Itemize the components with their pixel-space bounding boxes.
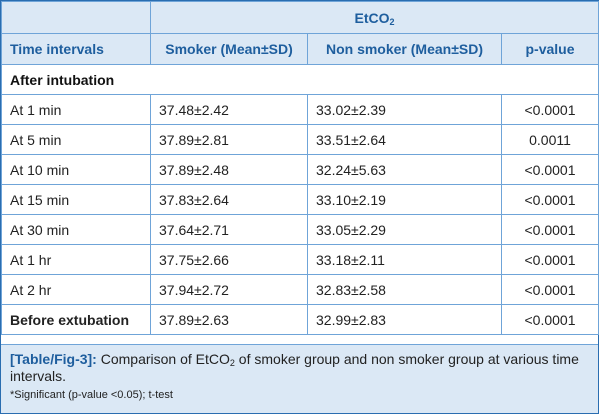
interval-cell: At 1 min xyxy=(1,94,151,125)
interval-cell: At 30 min xyxy=(1,214,151,245)
table-row: At 10 min 37.89±2.48 32.24±5.63 <0.0001 xyxy=(1,154,599,185)
p-value-cell: 0.0011 xyxy=(500,124,599,155)
p-value-cell: <0.0001 xyxy=(500,244,599,275)
caption-ref: [Table/Fig-3]: xyxy=(10,351,97,367)
header-row-columns: Time intervals Smoker (Mean±SD) Non smok… xyxy=(1,33,599,65)
table-row: At 30 min 37.64±2.71 33.05±2.29 <0.0001 xyxy=(1,214,599,245)
p-value-cell: <0.0001 xyxy=(500,154,599,185)
group-header-etco2: EtCO2 xyxy=(149,1,599,34)
p-value-cell: <0.0001 xyxy=(500,184,599,215)
p-value-cell: <0.0001 xyxy=(500,274,599,305)
table-row: At 15 min 37.83±2.64 33.10±2.19 <0.0001 xyxy=(1,184,599,215)
caption-note: *Significant (p-value <0.05); t-test xyxy=(10,389,173,401)
nonsmoker-value-cell: 33.18±2.11 xyxy=(307,244,502,275)
col-header-smoker: Smoker (Mean±SD) xyxy=(150,33,308,65)
table-row: At 5 min 37.89±2.81 33.51±2.64 0.0011 xyxy=(1,124,599,155)
group-header-text: EtCO xyxy=(354,9,390,26)
header-row-group: EtCO2 xyxy=(1,1,599,34)
nonsmoker-value-cell: 33.02±2.39 xyxy=(307,94,502,125)
interval-cell: At 1 hr xyxy=(1,244,151,275)
nonsmoker-value-cell: 32.24±5.63 xyxy=(307,154,502,185)
interval-cell: At 2 hr xyxy=(1,274,151,305)
caption-text-part1: Comparison of EtCO xyxy=(96,351,230,367)
nonsmoker-value-cell: 32.83±2.58 xyxy=(307,274,502,305)
col-header-nonsmoker: Non smoker (Mean±SD) xyxy=(307,33,502,65)
col-header-time: Time intervals xyxy=(1,33,151,65)
table-row: At 1 hr 37.75±2.66 33.18±2.11 <0.0001 xyxy=(1,244,599,275)
caption-text: [Table/Fig-3]: Comparison of EtCO2 of sm… xyxy=(10,351,589,385)
smoker-value-cell: 37.48±2.42 xyxy=(150,94,308,125)
interval-cell: At 15 min xyxy=(1,184,151,215)
section-row: After intubation xyxy=(0,64,599,95)
table-row: Before extubation 37.89±2.63 32.99±2.83 <0.… xyxy=(1,304,599,335)
section-label: After intubation xyxy=(0,64,599,95)
smoker-value-cell: 37.64±2.71 xyxy=(150,214,308,245)
caption-subscript: 2 xyxy=(229,358,235,368)
group-header-subscript: 2 xyxy=(389,16,395,27)
nonsmoker-value-cell: 32.99±2.83 xyxy=(307,304,502,335)
nonsmoker-value-cell: 33.51±2.64 xyxy=(307,124,502,155)
table-row: At 1 min 37.48±2.42 33.02±2.39 <0.0001 xyxy=(1,94,599,125)
smoker-value-cell: 37.75±2.66 xyxy=(150,244,308,275)
table-caption: [Table/Fig-3]: Comparison of EtCO2 of sm… xyxy=(1,344,598,413)
caption-text-part2: of smoker group and non smoker group at … xyxy=(10,351,579,384)
table-row: At 2 hr 37.94±2.72 32.83±2.58 <0.0001 xyxy=(1,274,599,305)
p-value-cell: <0.0001 xyxy=(500,214,599,245)
smoker-value-cell: 37.94±2.72 xyxy=(150,274,308,305)
interval-cell: At 10 min xyxy=(1,154,151,185)
interval-cell: At 5 min xyxy=(1,124,151,155)
nonsmoker-value-cell: 33.05±2.29 xyxy=(307,214,502,245)
nonsmoker-value-cell: 33.10±2.19 xyxy=(307,184,502,215)
p-value-cell: <0.0001 xyxy=(500,304,599,335)
p-value-cell: <0.0001 xyxy=(500,94,599,125)
smoker-value-cell: 37.89±2.81 xyxy=(150,124,308,155)
smoker-value-cell: 37.89±2.48 xyxy=(150,154,308,185)
smoker-value-cell: 37.83±2.64 xyxy=(150,184,308,215)
col-header-p-value: p-value xyxy=(500,33,599,65)
interval-cell: Before extubation xyxy=(1,304,151,335)
smoker-value-cell: 37.89±2.63 xyxy=(150,304,308,335)
data-table: EtCO2 Time intervals Smoker (Mean±SD) No… xyxy=(0,1,599,335)
header-empty-cell xyxy=(1,1,151,34)
